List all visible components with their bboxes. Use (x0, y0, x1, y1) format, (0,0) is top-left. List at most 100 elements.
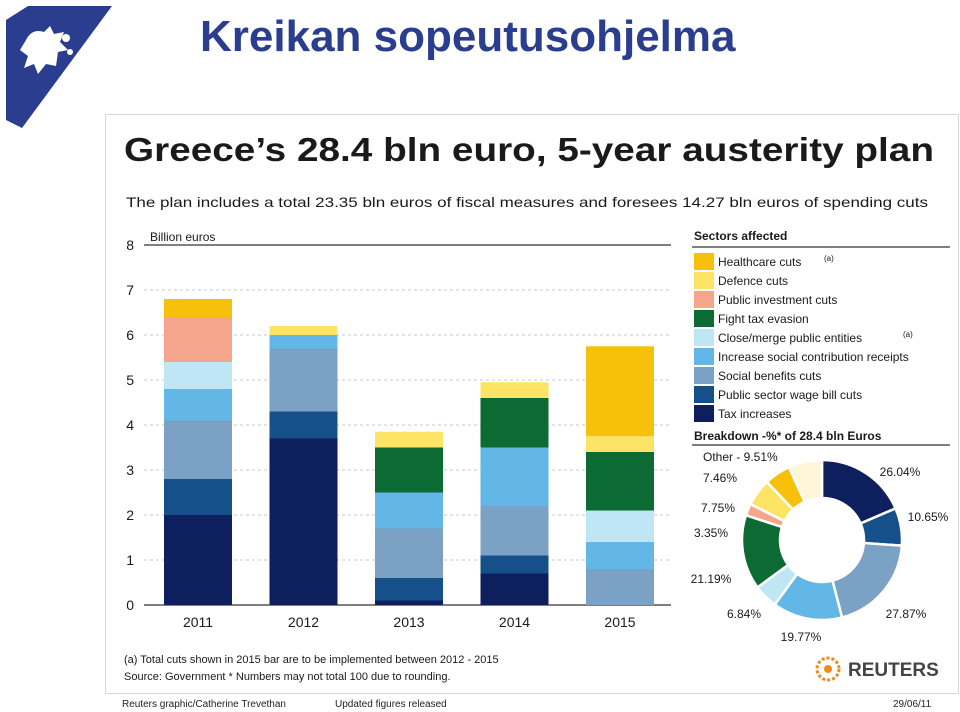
bar-segment (375, 492, 443, 529)
bar-segment (269, 335, 338, 349)
bar-segment (586, 346, 654, 437)
y-tick-label: 0 (126, 597, 134, 613)
legend-swatch (694, 329, 714, 346)
legend-swatch (694, 310, 714, 327)
bar-segment (480, 382, 549, 398)
x-tick-label: 2015 (604, 614, 635, 630)
donut-slice-label: 10.65% (908, 510, 949, 524)
logo-lion (20, 26, 68, 74)
bar-segment (164, 420, 232, 479)
legend-swatch (694, 405, 714, 422)
stacked-bars: 2011 2012 2013 2014 2015 (164, 299, 654, 630)
chart-note-a: (a) Total cuts shown in 2015 bar are to … (124, 654, 499, 666)
donut-slice-label: Other - 9.51% (703, 450, 778, 464)
y-axis-label: Billion euros (150, 230, 215, 244)
logo-rose (67, 49, 73, 55)
logo-shield (6, 6, 112, 128)
bar-segment (164, 317, 232, 362)
donut-slice-label: 7.46% (703, 471, 737, 485)
footer-date: 29/06/11 (893, 699, 932, 710)
legend-label: Fight tax evasion (718, 312, 809, 326)
bar-segment (375, 578, 443, 601)
bar-segment (269, 438, 338, 605)
y-tick-label: 6 (126, 327, 134, 343)
legend-label: Public sector wage bill cuts (718, 388, 862, 402)
legend-swatch (694, 291, 714, 308)
donut-slice-label: 19.77% (781, 630, 822, 644)
bar-segment (586, 542, 654, 569)
bar-segment (480, 573, 549, 605)
y-tick-label: 8 (126, 237, 134, 253)
legend-label: Public investment cuts (718, 293, 837, 307)
chart-frame: Greece’s 28.4 bln euro, 5-year austerity… (105, 114, 959, 694)
reuters-dots-icon (815, 656, 841, 682)
donut-slice (787, 458, 824, 504)
y-tick-label: 5 (126, 372, 134, 388)
reuters-dots-icon-center (824, 665, 832, 673)
legend-label: Social benefits cuts (718, 369, 821, 383)
bar-segment (586, 436, 654, 452)
bar-segment (375, 528, 443, 578)
x-tick-label: 2012 (288, 614, 319, 630)
bar-segment (586, 510, 654, 542)
legend: Healthcare cuts (a) Defence cuts Public inv… (694, 253, 913, 422)
legend-swatch (694, 386, 714, 403)
slide-title: Kreikan sopeutusohjelma (200, 12, 736, 61)
reuters-label: REUTERS (848, 660, 939, 681)
bar-segment (480, 555, 549, 574)
y-tick-label: 4 (126, 417, 134, 433)
bar-segment (480, 398, 549, 448)
donut-slice-label: 26.04% (880, 465, 921, 479)
donut-title: Breakdown -%* of 28.4 bln Euros (694, 429, 882, 443)
y-tick-label: 3 (126, 462, 134, 478)
donut-slice-label: 21.19% (691, 572, 732, 586)
footer-note: Updated figures released (335, 699, 447, 710)
legend-swatch (694, 348, 714, 365)
austerity-chart: Greece’s 28.4 bln euro, 5-year austerity… (124, 131, 950, 683)
x-tick-label: 2014 (499, 614, 530, 630)
bar-segment (480, 447, 549, 506)
donut-slice-label: 7.75% (701, 501, 735, 515)
bar-segment (164, 389, 232, 421)
bar-segment (375, 431, 443, 448)
bar-segment (269, 348, 338, 412)
legend-note: (a) (824, 254, 834, 263)
chart-note-source: Source: Government * Numbers may not tot… (124, 671, 451, 683)
bar-segment (480, 506, 549, 556)
bar-segment (269, 326, 338, 335)
bar-segment (164, 515, 232, 605)
bar-segment (586, 569, 654, 605)
bar-segment (375, 447, 443, 493)
x-tick-label: 2013 (393, 614, 424, 630)
legend-label: Close/merge public entities (718, 331, 862, 345)
legend-label: Tax increases (718, 407, 791, 421)
footer-credit: Reuters graphic/Catherine Trevethan (122, 699, 286, 710)
y-tick-label: 2 (126, 507, 134, 523)
x-tick-label: 2011 (183, 614, 213, 630)
legend-swatch (694, 253, 714, 270)
bar-segment (164, 479, 232, 515)
y-tick-label: 7 (126, 282, 134, 298)
legend-swatch (694, 367, 714, 384)
bar-segment (375, 600, 443, 605)
legend-swatch (694, 272, 714, 289)
chart-title: Greece’s 28.4 bln euro, 5-year austerity… (124, 131, 934, 168)
donut-slice-label: 3.35% (694, 526, 728, 540)
legend-title: Sectors affected (694, 229, 787, 243)
legend-label: Increase social contribution receipts (718, 350, 909, 364)
legend-note: (a) (903, 330, 913, 339)
y-tick-label: 1 (126, 552, 134, 568)
bar-segment (164, 299, 232, 317)
reuters-logo: REUTERS (815, 656, 939, 682)
chart-subtitle: The plan includes a total 23.35 bln euro… (126, 194, 928, 210)
bar-segment (269, 411, 338, 439)
breakdown-donut: 26.04% 10.65% 27.87% 19.77% 6.84% 21.19% 3.35%… (691, 450, 949, 644)
legend-label: Healthcare cuts (718, 255, 801, 269)
legend-label: Defence cuts (718, 274, 788, 288)
bar-segment (164, 362, 232, 389)
coat-of-arms-logo (6, 6, 112, 128)
donut-slice-label: 27.87% (886, 607, 927, 621)
logo-rose (62, 34, 70, 42)
bar-segment (586, 452, 654, 511)
donut-slice-label: 6.84% (727, 607, 761, 621)
